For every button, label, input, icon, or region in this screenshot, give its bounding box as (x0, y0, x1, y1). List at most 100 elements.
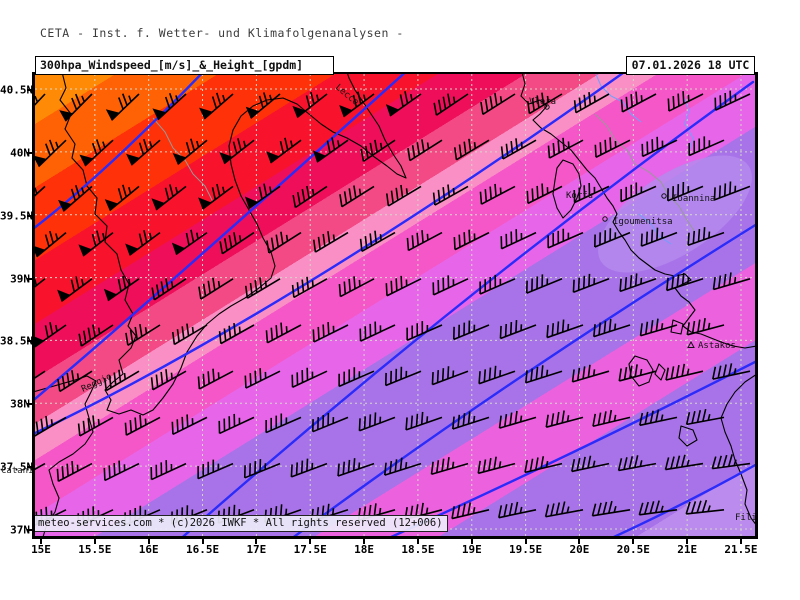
wind-barb (125, 230, 161, 256)
wind-barb (103, 460, 140, 482)
lat-tick (27, 277, 33, 280)
wind-barb (452, 411, 490, 430)
wind-barb (620, 182, 657, 203)
wind-barb (338, 367, 375, 388)
wind-barb (618, 364, 657, 382)
wind-barb (292, 185, 328, 209)
lon-tick (739, 539, 742, 544)
lon-tick (255, 539, 258, 544)
wind-barb (617, 455, 657, 472)
wind-barb (593, 319, 631, 338)
parameter-label: 300hpa_Windspeed_[m/s]_&_Height_[gpdm] (40, 58, 304, 72)
wind-barb (312, 137, 349, 163)
wind-barb (218, 322, 255, 345)
height-contour (27, 66, 209, 234)
lon-tick-label: 19.5E (509, 543, 543, 556)
wind-barb (58, 184, 93, 212)
wind-barb (573, 92, 610, 114)
wind-barb (244, 368, 281, 389)
wind-barb (151, 184, 187, 211)
lon-tick (686, 539, 689, 544)
height-contour (27, 66, 412, 406)
wind-barb (406, 321, 443, 341)
coast-albania-greece (520, 71, 758, 349)
lat-tick-label: 37N (10, 523, 30, 537)
wind-barb (433, 93, 469, 116)
height-contour (285, 222, 759, 544)
wind-barb (124, 414, 161, 436)
lon-tick-label: 17E (246, 543, 267, 556)
wind-barb (477, 456, 516, 475)
lon-tick-label: 21.5E (724, 543, 758, 556)
coast-sicily (32, 375, 97, 538)
wind-barb (524, 456, 563, 474)
admin-borders (152, 113, 696, 233)
lon-tick-label: 16.5E (185, 543, 220, 556)
lat-tick-label: 38N (10, 397, 30, 411)
wind-barb (244, 183, 281, 209)
wind-barb (571, 364, 610, 383)
wind-barb (546, 319, 584, 339)
wind-barb (312, 231, 349, 253)
city-label-astakos: Astakos (698, 341, 736, 351)
island-lefkada (670, 319, 684, 335)
wind-barb (171, 414, 208, 436)
lat-tick-label: 39.5N (0, 209, 34, 223)
city-marker-circle (602, 216, 608, 222)
wind-barb (498, 410, 537, 429)
wind-barb (453, 229, 490, 251)
wind-barb (30, 322, 67, 348)
lon-tick (93, 539, 96, 544)
wind-barb (103, 369, 140, 392)
wind-barb (171, 229, 208, 256)
wind-barb (500, 229, 537, 250)
wind-barb (639, 318, 678, 337)
city-label-filiatra: Filiatra (735, 513, 755, 523)
parameter-box: 300hpa_Windspeed_[m/s]_&_Height_[gpdm] (35, 56, 334, 75)
wind-barb (544, 501, 584, 518)
wind-barb (152, 93, 187, 121)
wind-barb (498, 501, 537, 519)
lat-tick-label: 40.5N (0, 83, 34, 97)
lon-tick-label: 15E (31, 543, 51, 556)
island-corfu (552, 159, 582, 219)
copyright-bar: meteo-services.com * (c)2026 IWKF * All … (35, 515, 448, 532)
wind-barb (432, 184, 469, 206)
wind-barb (711, 454, 751, 470)
wind-barb (358, 412, 396, 432)
wind-barb (198, 277, 234, 300)
wind-barb (712, 272, 751, 291)
wind-barb (197, 368, 234, 390)
wind-barb (479, 274, 516, 295)
city-label-igoumenitsa: Igoumenitsa (613, 217, 673, 227)
wind-barb (572, 273, 610, 293)
wind-barb (265, 413, 302, 434)
wind-barb (291, 367, 328, 388)
wind-barbs (9, 90, 751, 528)
wind-barb (265, 322, 302, 344)
island-ithaki (654, 363, 666, 381)
city-label-catania: Catania (1, 466, 39, 476)
wind-barb (620, 91, 657, 113)
lon-tick-label: 16E (138, 543, 159, 556)
lon-tick (147, 539, 150, 544)
wind-barb (172, 138, 208, 166)
wind-barb (311, 412, 349, 433)
city-label-vlora: Vlora (529, 97, 556, 107)
wind-barb (639, 409, 678, 427)
wind-barb (479, 183, 516, 205)
lat-tick (27, 528, 33, 531)
wind-barb (525, 365, 563, 384)
coast-italy (59, 71, 407, 416)
wind-barb (384, 366, 422, 387)
island-zakynthos (678, 425, 698, 447)
wind-barb (125, 323, 161, 346)
wind-barb (31, 230, 67, 258)
wind-barb (105, 93, 140, 121)
wind-barb (78, 230, 114, 257)
wind-barb (526, 274, 563, 294)
city-label-ioannina: Ioannina (672, 194, 715, 204)
lon-tick (309, 539, 312, 544)
wind-barb (360, 139, 396, 163)
